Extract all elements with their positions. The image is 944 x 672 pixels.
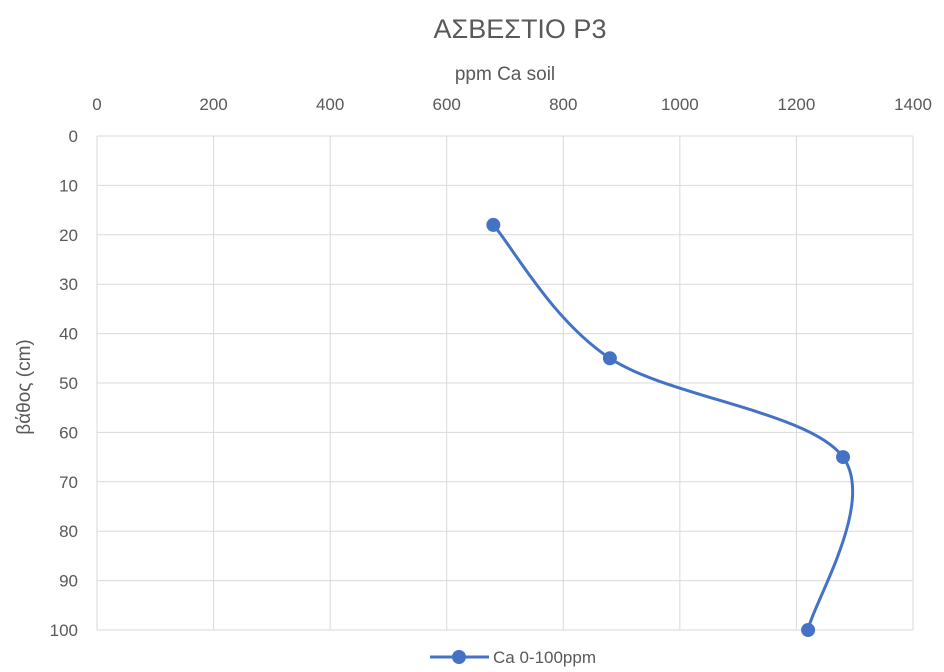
x-tick-label: 0 [92,95,101,114]
x-tick-label: 1200 [778,95,816,114]
y-tick-label: 80 [59,522,78,541]
tick-labels: 0 200 400 600 800 1000 1200 1400 0 10 20 30 40 50 60 70… [50,95,932,640]
x-tick-label: 1000 [661,95,699,114]
y-axis-title: βάθος (cm) [14,339,35,434]
x-tick-label: 600 [433,95,461,114]
y-tick-label: 40 [59,325,78,344]
series-line [492,223,855,631]
y-tick-label: 10 [59,176,78,195]
legend: Ca 0-100ppm [430,648,596,667]
y-tick-label: 70 [59,473,78,492]
y-tick-label: 30 [59,275,78,294]
y-tick-label: 60 [59,423,78,442]
data-point [801,623,816,637]
chart-title: ΑΣΒΕΣΤΙΟ Ρ3 [434,14,607,44]
x-tick-label: 200 [199,95,227,114]
legend-label: Ca 0-100ppm [493,648,596,667]
x-tick-label: 400 [316,95,344,114]
x-tick-label: 1400 [894,95,932,114]
gridlines [96,135,914,631]
x-axis-title: ppm Ca soil [455,64,555,85]
data-point [486,217,501,232]
y-tick-label: 20 [59,226,78,245]
y-tick-label: 50 [59,374,78,393]
series-layer [486,217,855,637]
y-tick-label: 100 [50,621,78,640]
data-point [836,450,851,465]
data-point [602,351,617,366]
y-tick-label: 90 [59,572,78,591]
x-tick-label: 800 [549,95,577,114]
legend-marker [452,650,466,664]
y-tick-label: 0 [69,127,78,146]
